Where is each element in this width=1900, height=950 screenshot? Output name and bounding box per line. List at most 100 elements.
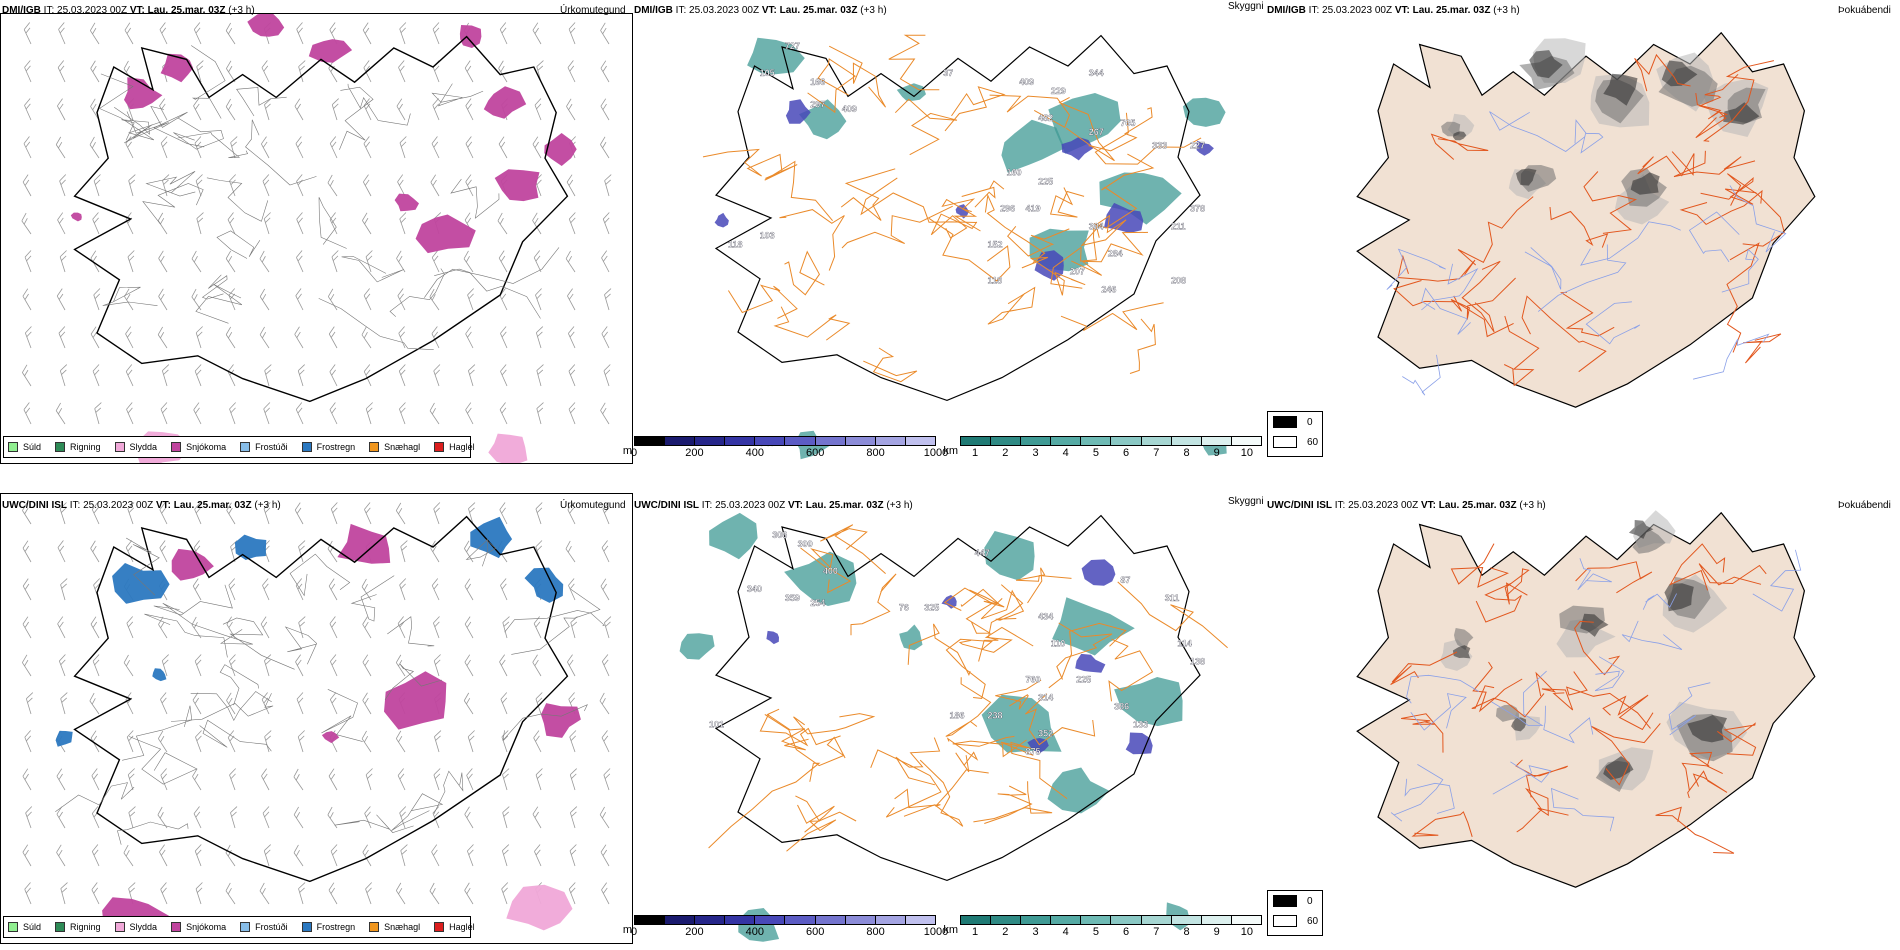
road-line	[941, 198, 981, 232]
wind-barb-icon	[127, 768, 135, 791]
precip-area	[321, 731, 340, 744]
wind-barb-icon	[365, 882, 373, 905]
river-line	[1752, 549, 1802, 612]
panel-title-visibility-uwc: UWC/DINI ISL IT: 25.03.2023 00Z VT: Lau.…	[634, 500, 913, 511]
wind-barb-icon	[296, 22, 304, 45]
road-line	[1049, 187, 1085, 218]
panel-variable-precip: Úrkomutegund	[560, 500, 626, 511]
road-line	[894, 98, 958, 156]
wind-barb-icon	[535, 326, 544, 349]
precip-area	[540, 703, 581, 738]
river-line	[1537, 244, 1627, 312]
visibility-area-low	[1081, 559, 1116, 586]
road-line	[142, 183, 204, 225]
wind-barb-icon	[363, 364, 372, 387]
road-line	[1743, 333, 1782, 364]
wind-barb-icon	[192, 578, 202, 601]
wind-barb-icon	[159, 502, 168, 525]
road-line	[766, 708, 809, 751]
road-line	[391, 793, 444, 831]
road-line	[1021, 256, 1086, 296]
wind-barb-icon	[568, 22, 576, 45]
wind-barb-icon	[90, 540, 100, 563]
road-line	[860, 177, 977, 223]
wind-barb-icon	[24, 60, 32, 83]
legend-label: Súld	[23, 442, 42, 452]
road-line	[450, 178, 500, 219]
visibility-value-label: 760	[1026, 674, 1041, 684]
colorbar-cell	[725, 437, 756, 445]
visibility-value-label: 284	[1108, 249, 1123, 259]
road-line	[828, 45, 887, 108]
visibility-value-label: 101	[709, 720, 724, 730]
wind-barb-icon	[464, 60, 474, 83]
precip-area	[234, 534, 267, 560]
fog-area	[1516, 168, 1537, 186]
panel-title-precip-uwc: UWC/DINI ISL IT: 25.03.2023 00Z VT: Lau.…	[2, 500, 281, 511]
wind-barb-icon	[398, 326, 406, 349]
colorbar-tick-label: 10	[1240, 926, 1254, 938]
legend-swatch	[1273, 915, 1297, 927]
precip-area	[394, 193, 419, 212]
wind-barb-icon	[159, 540, 168, 563]
wind-barb-icon	[127, 250, 135, 273]
colorbar-cell	[1021, 437, 1052, 445]
wind-barb-icon	[499, 402, 508, 425]
wind-barb-icon	[229, 174, 236, 197]
panel-variable-visibility: Skyggni	[1228, 1, 1264, 12]
visibility-value-label: 110	[1051, 638, 1066, 648]
colorbar-cell	[1111, 437, 1142, 445]
visibility-value-label: 118	[988, 276, 1003, 286]
colorbar-cell	[875, 437, 906, 445]
wind-barb-icon	[533, 616, 542, 639]
precip-type-panel-dmi: Súld Rigning Slydda Snjókoma Frostúði Frostre…	[0, 13, 633, 464]
road-line	[958, 626, 1034, 653]
road-line	[1048, 622, 1127, 689]
wind-barb-icon	[160, 136, 168, 159]
fog-area	[1628, 520, 1654, 539]
wind-barb-icon	[365, 402, 373, 425]
iceland-coastline	[73, 515, 569, 883]
precip-area	[308, 39, 353, 63]
colorbar-cell	[991, 916, 1022, 924]
wind-barb-icon	[468, 502, 476, 525]
visibility-area-high	[896, 83, 926, 101]
fog-area	[1723, 102, 1760, 125]
wind-barb-icon	[158, 288, 168, 311]
wind-barb-icon	[500, 692, 508, 715]
fog-area	[1441, 121, 1461, 137]
wind-barb-icon	[93, 288, 101, 311]
road-line	[1503, 315, 1540, 387]
road-line	[984, 785, 1033, 824]
wind-barb-icon	[568, 326, 576, 349]
wind-barb-icon	[22, 616, 32, 639]
road-line	[195, 284, 243, 324]
road-line	[144, 613, 228, 658]
road-line	[995, 679, 1042, 710]
wind-barb-icon	[89, 692, 100, 715]
wind-barb-icon	[397, 174, 406, 197]
wind-barb-icon	[568, 364, 576, 387]
wind-barb-icon	[160, 768, 168, 791]
road-line	[1000, 741, 1068, 800]
road-line	[339, 86, 374, 150]
wind-barb-icon	[194, 654, 202, 677]
colorbar-cell	[635, 916, 666, 924]
wind-barb-icon	[57, 60, 66, 83]
wind-barb-icon	[191, 288, 202, 311]
legend-label: Slydda	[129, 442, 158, 452]
legend-swatch	[171, 442, 182, 452]
wind-barb-icon	[228, 288, 236, 311]
visibility-value-label: 37	[943, 68, 953, 78]
wind-barb-icon	[396, 250, 406, 273]
wind-barb-icon	[497, 212, 508, 235]
wind-barb-icon	[362, 616, 372, 639]
wind-barb-icon	[90, 616, 100, 639]
precip-type-panel-uwc: Súld Rigning Slydda Snjókoma Frostúði Frostre…	[0, 493, 633, 944]
visibility-value-label: 160	[1007, 167, 1022, 177]
colorbar-cell	[695, 437, 726, 445]
wind-barb-icon	[193, 22, 202, 45]
road-line	[177, 132, 249, 158]
legend-swatch	[1273, 436, 1297, 448]
